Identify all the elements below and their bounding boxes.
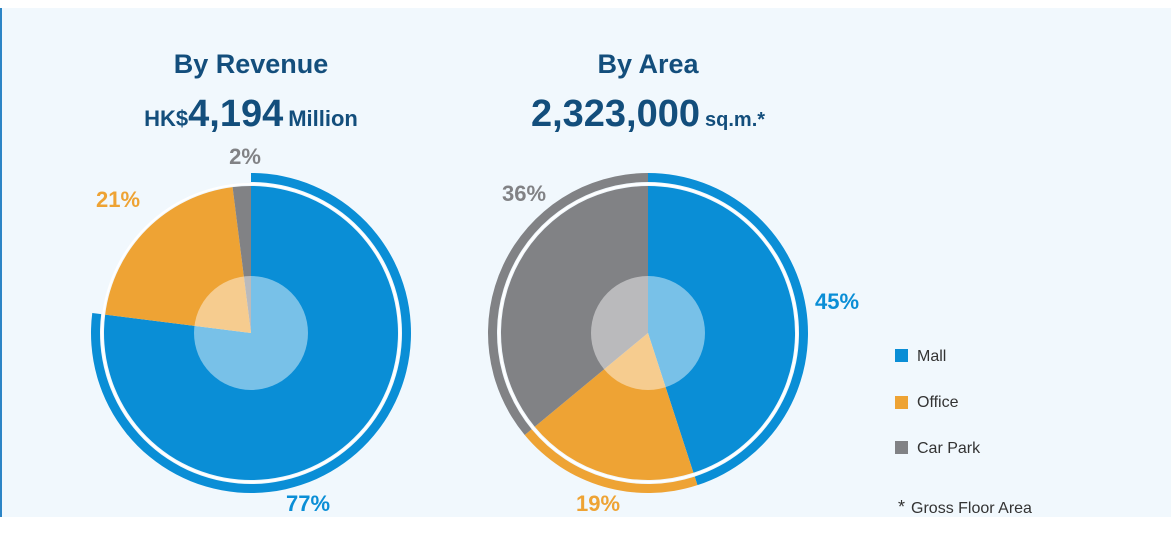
area-office-pct-label: 19%	[576, 491, 620, 516]
area-separator-ring	[498, 183, 798, 483]
revenue-total-unit: Million	[288, 106, 358, 131]
revenue-carpark-pct-label: 2%	[229, 144, 261, 169]
revenue-pie	[90, 173, 411, 494]
revenue-separator-ring	[101, 183, 401, 483]
legend-swatch-car-park	[895, 441, 908, 454]
legend-swatch-office	[895, 396, 908, 409]
legend-label-car-park: Car Park	[917, 440, 981, 457]
area-office-outer-ring	[524, 429, 698, 493]
area-office-slice	[534, 333, 694, 481]
legend-swatch-mall	[895, 349, 908, 362]
left-accent-rule	[0, 8, 2, 517]
area-car-park-slice	[500, 185, 648, 427]
area-mall-pct-label: 45%	[815, 289, 859, 314]
area-total-value: 2,323,000	[531, 93, 700, 135]
area-total-unit: sq.m.*	[705, 109, 765, 131]
area-chart-title: By Area	[597, 49, 699, 79]
area-car-park-outer-ring	[488, 173, 648, 435]
footnote: * Gross Floor Area	[898, 497, 1032, 517]
area-pie	[488, 173, 808, 493]
footnote-mark: *	[898, 497, 905, 517]
top-border	[0, 0, 1171, 8]
legend-label-mall: Mall	[917, 348, 946, 365]
revenue-office-slice	[105, 187, 251, 333]
bottom-border	[0, 517, 1171, 536]
legend-label-office: Office	[917, 394, 959, 411]
area-mall-slice	[648, 186, 796, 473]
area-center-hub	[591, 276, 705, 390]
footnote-text: Gross Floor Area	[911, 500, 1032, 517]
revenue-center-hub	[194, 276, 308, 390]
revenue-car-park-slice	[232, 186, 251, 333]
area-carpark-pct-label: 36%	[502, 181, 546, 206]
revenue-office-pct-label: 21%	[96, 187, 140, 212]
legend: Mall Office Car Park	[895, 348, 981, 457]
revenue-currency-prefix: HK$	[144, 106, 188, 131]
revenue-mall-pct-label: 77%	[286, 491, 330, 516]
revenue-total-value: 4,194	[188, 93, 283, 135]
revenue-chart-subtitle: HK$4,194 Million	[144, 93, 358, 135]
revenue-mall-slice	[104, 186, 399, 480]
area-chart-subtitle: 2,323,000 sq.m.*	[531, 93, 765, 135]
revenue-chart-title: By Revenue	[174, 49, 329, 79]
